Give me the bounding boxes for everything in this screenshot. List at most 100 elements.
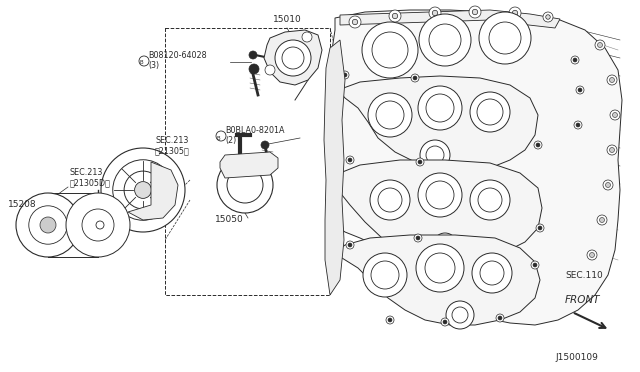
Text: B0BLA0-8201A: B0BLA0-8201A: [225, 126, 285, 135]
Circle shape: [573, 58, 577, 62]
Circle shape: [536, 224, 544, 232]
Circle shape: [29, 206, 67, 244]
Circle shape: [610, 110, 620, 120]
Circle shape: [134, 182, 152, 198]
Circle shape: [587, 250, 597, 260]
Circle shape: [469, 6, 481, 18]
Circle shape: [441, 318, 449, 326]
Circle shape: [531, 261, 539, 269]
Circle shape: [416, 236, 420, 240]
Text: ㈒21305D〉: ㈒21305D〉: [70, 178, 111, 187]
Circle shape: [512, 10, 518, 16]
Circle shape: [124, 171, 162, 209]
Circle shape: [216, 131, 226, 141]
Circle shape: [368, 93, 412, 137]
Circle shape: [378, 188, 402, 212]
Circle shape: [346, 241, 354, 249]
Circle shape: [386, 316, 394, 324]
Circle shape: [509, 7, 521, 19]
Circle shape: [607, 75, 617, 85]
Circle shape: [16, 193, 80, 257]
Polygon shape: [128, 162, 178, 220]
Text: SEC.110: SEC.110: [565, 271, 603, 280]
Circle shape: [589, 253, 595, 257]
Text: (2): (2): [225, 136, 236, 145]
Text: (3): (3): [148, 61, 159, 70]
Circle shape: [433, 233, 457, 257]
Circle shape: [66, 193, 130, 257]
Text: ㈒21305〉: ㈒21305〉: [155, 146, 189, 155]
Polygon shape: [338, 76, 538, 170]
Circle shape: [609, 148, 614, 153]
Circle shape: [418, 173, 462, 217]
Circle shape: [227, 167, 263, 203]
Circle shape: [420, 140, 450, 170]
Polygon shape: [335, 160, 542, 260]
Circle shape: [371, 261, 399, 289]
Text: 15010: 15010: [273, 15, 301, 24]
Text: FRONT: FRONT: [565, 295, 600, 305]
Circle shape: [388, 318, 392, 322]
Circle shape: [429, 7, 441, 19]
Circle shape: [452, 307, 468, 323]
Circle shape: [96, 221, 104, 229]
Text: SEC.213: SEC.213: [155, 136, 188, 145]
Polygon shape: [340, 10, 560, 28]
Circle shape: [574, 121, 582, 129]
Circle shape: [392, 13, 397, 19]
Circle shape: [609, 77, 614, 83]
Circle shape: [413, 76, 417, 80]
Circle shape: [113, 160, 173, 220]
Circle shape: [426, 146, 444, 164]
Circle shape: [479, 12, 531, 64]
Circle shape: [282, 47, 304, 69]
Circle shape: [411, 74, 419, 82]
Circle shape: [472, 9, 477, 15]
Circle shape: [595, 40, 605, 50]
Circle shape: [348, 243, 352, 247]
Circle shape: [82, 209, 114, 241]
Circle shape: [443, 320, 447, 324]
Circle shape: [418, 86, 462, 130]
Circle shape: [249, 64, 259, 74]
Circle shape: [576, 86, 584, 94]
Circle shape: [419, 14, 471, 66]
Circle shape: [414, 234, 422, 242]
Circle shape: [498, 316, 502, 320]
Polygon shape: [220, 152, 278, 178]
Circle shape: [533, 263, 537, 267]
Circle shape: [429, 24, 461, 56]
Circle shape: [349, 16, 361, 28]
Circle shape: [426, 181, 454, 209]
Circle shape: [538, 226, 542, 230]
Circle shape: [446, 301, 474, 329]
Text: B08120-64028: B08120-64028: [148, 51, 207, 60]
Circle shape: [597, 215, 607, 225]
Circle shape: [217, 157, 273, 213]
Circle shape: [496, 314, 504, 322]
Text: 15050: 15050: [215, 215, 244, 224]
Circle shape: [425, 253, 455, 283]
Circle shape: [546, 15, 550, 19]
Circle shape: [607, 145, 617, 155]
Circle shape: [543, 12, 553, 22]
Circle shape: [363, 253, 407, 297]
Text: 15208: 15208: [8, 200, 36, 209]
Circle shape: [418, 160, 422, 164]
Circle shape: [139, 56, 149, 66]
Text: B: B: [139, 61, 143, 65]
Circle shape: [470, 180, 510, 220]
Circle shape: [343, 73, 347, 77]
Bar: [165, 28, 330, 295]
Circle shape: [372, 32, 408, 68]
Circle shape: [432, 10, 438, 16]
Polygon shape: [332, 235, 540, 325]
Circle shape: [416, 158, 424, 166]
Circle shape: [426, 94, 454, 122]
Circle shape: [370, 180, 410, 220]
Circle shape: [603, 180, 613, 190]
Circle shape: [389, 10, 401, 22]
Polygon shape: [264, 30, 322, 85]
Circle shape: [249, 51, 257, 59]
Circle shape: [341, 71, 349, 79]
